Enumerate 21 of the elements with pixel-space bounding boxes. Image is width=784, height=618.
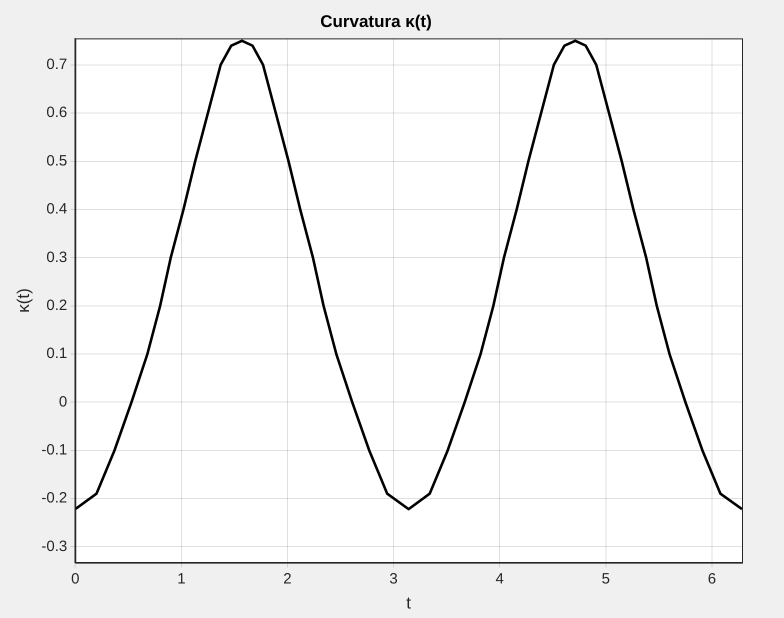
y-tick-label: 0.7 (46, 56, 68, 74)
x-tick-label: 6 (708, 570, 716, 588)
y-tick-label: -0.3 (41, 538, 68, 555)
chart-title: Curvatura κ(t) (320, 12, 432, 31)
x-tick-label: 4 (496, 570, 504, 588)
y-tick-label: 0.3 (46, 248, 68, 266)
x-tick-label: 2 (283, 570, 292, 588)
y-tick-label: 0.6 (46, 104, 68, 122)
x-tick-label: 5 (602, 570, 610, 588)
y-tick-label: -0.2 (41, 490, 68, 507)
y-tick-label: 0.4 (46, 200, 68, 218)
x-axis-title: t (406, 593, 412, 612)
y-tick-label: 0 (58, 393, 68, 410)
y-axis-title: κ(t) (14, 288, 33, 313)
x-tick-label: 0 (71, 570, 80, 588)
x-tick-label: 3 (389, 570, 398, 588)
y-tick-label: 0.2 (46, 296, 68, 314)
x-tick-label: 1 (177, 570, 186, 588)
y-tick-label: 0.5 (46, 152, 68, 170)
y-tick-label: 0.1 (46, 345, 68, 362)
y-tick-label: -0.1 (41, 441, 68, 458)
